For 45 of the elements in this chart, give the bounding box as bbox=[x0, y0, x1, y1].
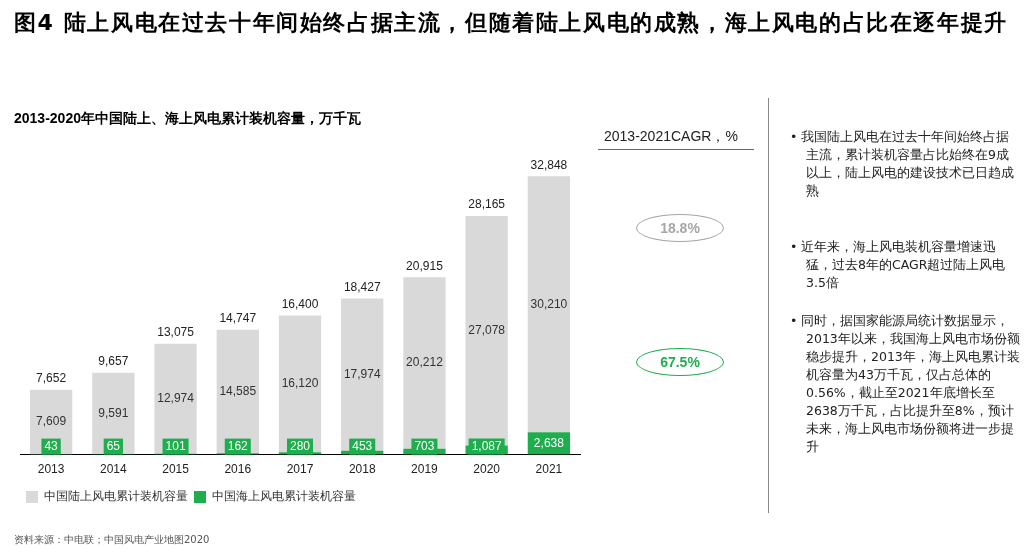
data-label: 30,210 bbox=[530, 296, 568, 311]
total-label: 18,427 bbox=[343, 279, 381, 294]
data-label: 65 bbox=[106, 438, 121, 453]
data-label: 453 bbox=[352, 438, 373, 453]
text: 18.8% bbox=[636, 214, 724, 242]
total-label: 9,657 bbox=[98, 354, 129, 369]
x-tick-label: 2015 bbox=[162, 462, 190, 477]
total-label: 16,400 bbox=[281, 296, 319, 311]
data-label: 14,585 bbox=[219, 383, 257, 398]
text: 2013-2021CAGR，% bbox=[598, 128, 754, 150]
text: • 我国陆上风电在过去十年间始终占据主流，累计装机容量占比始终在9成以上，陆上风电的建设技术已日趋成熟 bbox=[790, 128, 1015, 200]
data-label: 12,974 bbox=[157, 391, 195, 406]
total-label: 13,075 bbox=[157, 325, 195, 340]
data-label: 20,212 bbox=[406, 355, 444, 370]
x-tick-label: 2013 bbox=[37, 462, 65, 477]
total-label: 28,165 bbox=[468, 197, 506, 212]
x-tick-label: 2018 bbox=[348, 462, 376, 477]
x-tick-label: 2020 bbox=[473, 462, 501, 477]
data-label: 16,120 bbox=[281, 376, 319, 391]
text: • 近年来，海上风电装机容量增速迅猛，过去8年的CAGR超过陆上风电3.5倍 bbox=[790, 238, 1007, 292]
data-label: 280 bbox=[289, 438, 311, 453]
x-tick-label: 2021 bbox=[535, 462, 563, 477]
text: • 同时，据国家能源局统计数据显示，2013年以来，我国海上风电市场份额稳步提升，2013年，海上风电累计装机容量为43万千瓦，仅占总体的0.56%，截止至2021年底增长至2638万千瓦，占比提升至8%，预计未来，海上风电市场份额将进一步提升 bbox=[790, 312, 1021, 456]
chart-subtitle: 2013-2020年中国陆上、海上风电累计装机容量，万千瓦 bbox=[14, 110, 361, 128]
total-label: 32,848 bbox=[530, 157, 568, 172]
x-tick-label: 2014 bbox=[99, 462, 127, 477]
data-label: 101 bbox=[165, 438, 186, 453]
legend-label: 中国陆上风电累计装机容量 bbox=[44, 489, 188, 504]
total-label: 20,915 bbox=[406, 258, 444, 273]
data-label: 2,638 bbox=[533, 435, 565, 450]
x-tick-label: 2017 bbox=[286, 462, 314, 477]
chart-title: 图4 陆上风电在过去十年间始终占据主流，但随着陆上风电的成熟，海上风电的占比在逐年提升 bbox=[14, 9, 1009, 37]
data-label: 27,078 bbox=[468, 322, 506, 337]
total-label: 14,747 bbox=[219, 310, 257, 325]
legend-label: 中国海上风电累计装机容量 bbox=[212, 489, 356, 504]
x-tick-label: 2016 bbox=[224, 462, 252, 477]
total-label: 7,652 bbox=[36, 371, 67, 386]
text: 资料来源：中电联；中国风电产业地图2020 bbox=[14, 533, 211, 547]
data-label: 43 bbox=[44, 438, 59, 453]
data-label: 9,591 bbox=[98, 405, 129, 420]
data-label: 7,609 bbox=[36, 414, 67, 429]
x-tick-label: 2019 bbox=[411, 462, 439, 477]
text: 67.5% bbox=[636, 348, 724, 376]
data-label: 17,974 bbox=[343, 366, 381, 381]
data-label: 162 bbox=[227, 438, 249, 453]
